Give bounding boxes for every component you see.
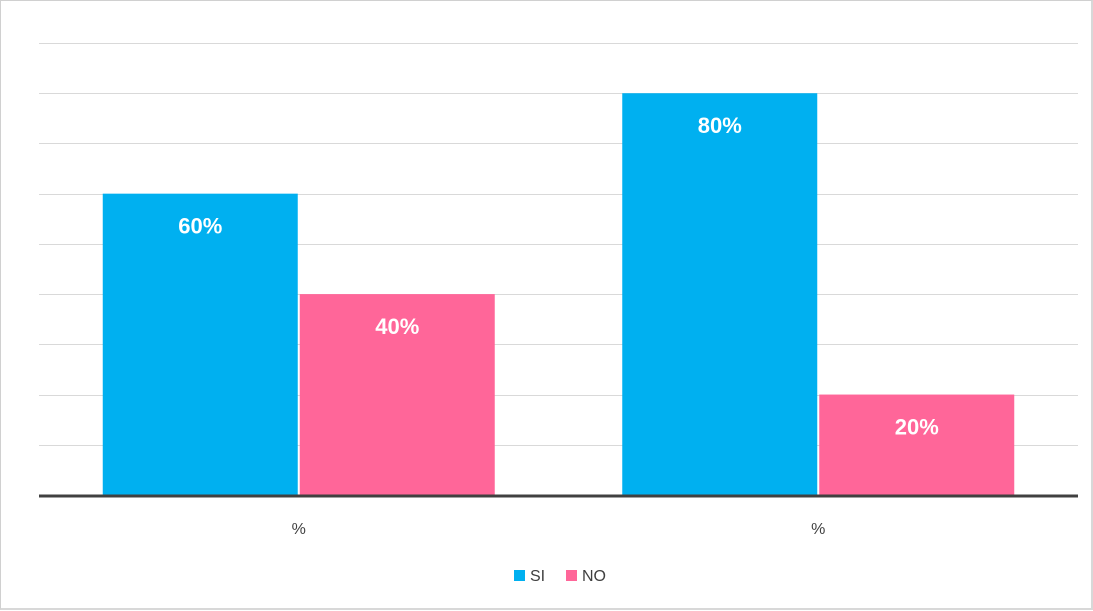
data-label: 20% bbox=[895, 415, 939, 440]
category-label: % bbox=[292, 521, 306, 538]
legend-swatch-si bbox=[514, 570, 525, 581]
bar-no bbox=[299, 294, 495, 495]
bar-si bbox=[622, 93, 818, 495]
data-labels: 60% 40% 80% 20% bbox=[178, 113, 939, 439]
category-labels: %% bbox=[292, 521, 826, 538]
data-label: 80% bbox=[698, 113, 742, 138]
data-label: 40% bbox=[375, 314, 419, 339]
bars bbox=[102, 93, 1015, 495]
data-label: 60% bbox=[178, 214, 222, 239]
legend-label-no: NO bbox=[582, 568, 606, 585]
bar-si bbox=[102, 193, 298, 495]
legend: SI NO bbox=[514, 568, 606, 585]
category-label: % bbox=[811, 521, 825, 538]
bar-no bbox=[819, 394, 1015, 495]
legend-label-si: SI bbox=[530, 568, 545, 585]
legend-swatch-no bbox=[566, 570, 577, 581]
